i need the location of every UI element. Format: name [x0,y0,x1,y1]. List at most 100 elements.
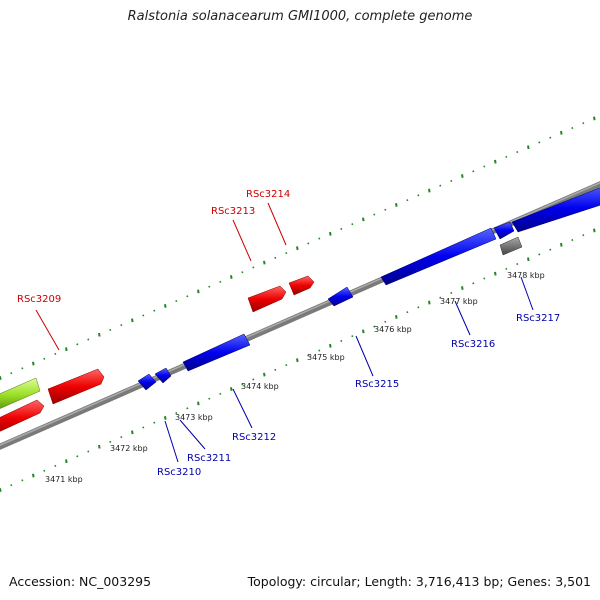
tick-major [98,332,101,337]
tick-minor [241,383,244,386]
leader-rsc3212 [232,388,253,429]
gene-arrow-rsc3211[interactable] [154,367,172,384]
tick-minor [373,213,376,216]
scale-labels: 3471 kbp 3472 kbp 3473 kbp 3474 kbp 3475… [45,271,545,484]
gene-arrow-rsc3216[interactable] [380,227,497,286]
map-title: Ralstonia solanacearum GMI1000, complete… [127,9,473,24]
tick-minor [54,464,57,468]
highlight-feature[interactable] [0,377,41,413]
gene-label[interactable]: RSc3214 [246,189,290,200]
leader-rsc3209 [35,309,60,351]
forward-genes [0,275,315,436]
tick-minor [153,421,156,424]
tick-major [197,289,200,294]
tick-major [98,444,101,449]
tick-minor [373,325,376,328]
gene-arrow-rsc3212[interactable] [182,333,251,372]
tick-minor [219,280,222,283]
tick-major [263,372,266,377]
tick-minor [483,165,486,168]
tick-minor [54,352,57,356]
tick-major [329,231,332,236]
gene-label[interactable]: RSc3212 [232,432,276,443]
tick-minor [318,349,321,352]
tick-minor [351,223,354,226]
tick-major [362,329,365,334]
scale-label: 3472 kbp [110,444,148,453]
label-leaders [35,202,534,463]
tick-major [197,401,200,406]
gene-arrow-rsc3214[interactable] [288,275,315,296]
tick-minor [274,256,277,259]
tick-minor [307,242,310,245]
tick-minor [109,328,112,331]
tick-minor [340,227,343,231]
tick-major [395,315,398,319]
tick-major [263,260,266,265]
gene-arrow-rsc3213[interactable] [247,285,287,313]
gene-label[interactable]: RSc3216 [451,339,495,350]
tick-minor [417,194,420,197]
tick-minor [109,440,112,443]
scale-label: 3474 kbp [241,382,279,391]
gene-arrow-rsc3217[interactable] [511,184,600,233]
tick-minor [43,469,46,472]
tick-minor [351,335,354,338]
tick-minor [87,450,90,453]
tick-minor [241,271,244,274]
tick-major [296,358,299,363]
gene-label[interactable]: RSc3211 [187,453,231,464]
tick-minor [76,455,79,458]
tick-minor [21,479,24,482]
tick-minor [538,141,541,144]
gene-label[interactable]: RSc3215 [355,379,399,390]
tick-major [527,145,530,150]
tick-major [494,271,497,276]
leader-rsc3217 [520,276,534,311]
gene-arrow-rsc3210[interactable] [137,373,157,391]
gene-arrow-rsc3215[interactable] [327,286,354,307]
tick-minor [384,320,387,323]
tick-major [296,246,299,251]
tick-minor [120,324,123,327]
tick-minor [571,238,574,242]
gene-labels: RSc3209 RSc3213 RSc3214 RSc3210 RSc3211 … [17,189,560,478]
gene-arrow-rsc3208[interactable] [0,399,45,436]
gene-arrow-rsc3209[interactable] [47,368,105,405]
tick-major [461,286,464,291]
scale-label: 3473 kbp [175,413,213,422]
tick-minor [472,282,475,285]
tick-minor [285,251,288,255]
tick-major [131,430,134,435]
gene-label[interactable]: RSc3213 [211,206,255,217]
gene-label[interactable]: RSc3210 [157,467,201,478]
tick-major [131,318,134,323]
tick-minor [417,306,420,309]
gene-arrow-rsc3217a[interactable] [493,221,515,240]
tick-minor [87,338,90,341]
scale-label: 3476 kbp [374,325,412,334]
tick-minor [318,237,321,240]
genome-backbone [0,181,600,450]
tick-minor [439,184,442,187]
tick-minor [340,339,343,343]
tick-major [329,343,332,348]
reverse-genes [137,184,600,391]
tick-major [32,473,35,478]
tick-minor [21,367,24,370]
tick-minor [505,267,508,270]
tick-major [527,257,530,262]
tick-minor [483,277,486,280]
tick-minor [142,314,145,317]
tick-major [230,275,233,279]
gene-label[interactable]: RSc3209 [17,294,61,305]
tick-minor [582,234,585,237]
tick-major [65,347,68,352]
gene-label[interactable]: RSc3217 [516,313,560,324]
tick-minor [307,354,310,357]
tick-track-upper [0,116,596,380]
gene-arrow-other[interactable] [499,236,523,256]
leader-rsc3215 [355,335,374,377]
topology-summary: Topology: circular; Length: 3,716,413 bp… [247,574,591,589]
